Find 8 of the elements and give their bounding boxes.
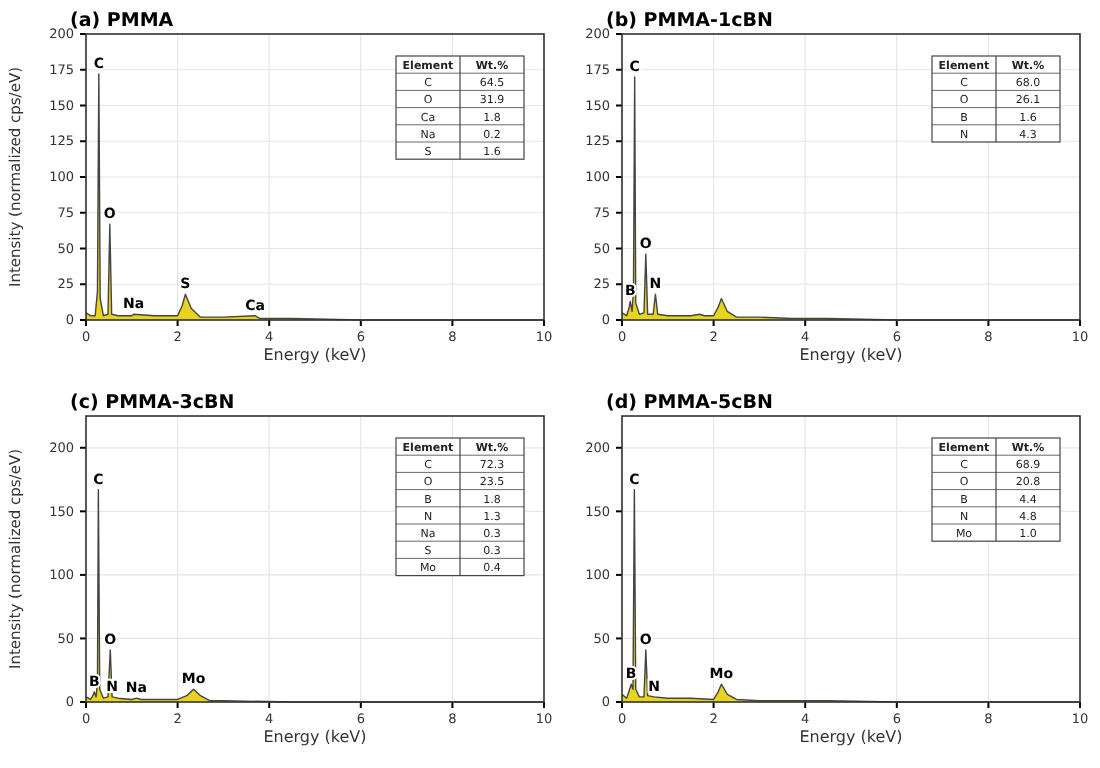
chart-title: (c) PMMA-3cBN	[70, 392, 235, 414]
x-axis-title: Energy (keV)	[263, 728, 367, 746]
chart-title: (d) PMMA-5cBN	[606, 392, 773, 414]
x-axis-title: Energy (keV)	[799, 346, 903, 364]
chart-title: (b) PMMA-1cBN	[606, 10, 773, 32]
x-axis-title: Energy (keV)	[263, 346, 367, 364]
x-axis-title: Energy (keV)	[799, 728, 903, 746]
chart-title: (a) PMMA	[70, 10, 175, 32]
